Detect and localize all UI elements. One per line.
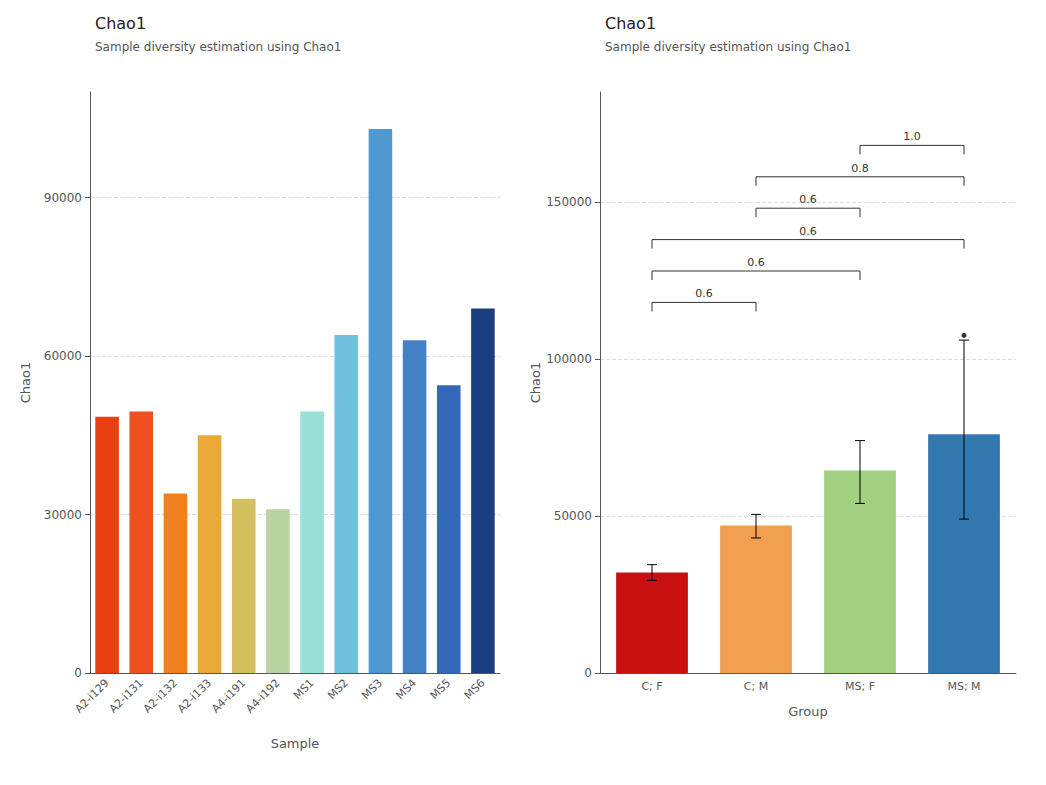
svg-text:Sample: Sample (271, 736, 320, 751)
svg-text:MS; F: MS; F (845, 680, 875, 693)
svg-text:A2-i131: A2-i131 (107, 676, 146, 715)
svg-text:Chao1: Chao1 (605, 14, 656, 33)
svg-text:100000: 100000 (546, 352, 592, 366)
svg-text:A4-i192: A4-i192 (243, 676, 282, 715)
svg-text:0.6: 0.6 (799, 193, 817, 206)
svg-text:A2-i133: A2-i133 (175, 676, 214, 715)
svg-text:MS6: MS6 (462, 676, 488, 702)
svg-text:A2-i132: A2-i132 (141, 676, 180, 715)
svg-text:MS3: MS3 (359, 676, 385, 702)
svg-text:1.0: 1.0 (903, 130, 921, 143)
svg-text:0: 0 (74, 666, 82, 680)
svg-text:0.6: 0.6 (799, 225, 817, 238)
svg-text:90000: 90000 (44, 191, 82, 205)
svg-text:MS; M: MS; M (947, 680, 980, 693)
svg-text:MS1: MS1 (291, 676, 317, 702)
svg-text:60000: 60000 (44, 349, 82, 363)
svg-text:C; M: C; M (744, 680, 768, 693)
svg-text:MS5: MS5 (428, 676, 454, 702)
svg-text:0.6: 0.6 (695, 287, 713, 300)
svg-text:A2-i129: A2-i129 (72, 676, 111, 715)
svg-text:A4-i191: A4-i191 (209, 676, 248, 715)
svg-text:0: 0 (584, 666, 592, 680)
svg-text:Sample diversity estimation us: Sample diversity estimation using Chao1 (605, 40, 851, 54)
svg-text:150000: 150000 (546, 195, 592, 209)
svg-text:Sample diversity estimation us: Sample diversity estimation using Chao1 (95, 40, 341, 54)
svg-text:MS2: MS2 (325, 676, 351, 702)
svg-text:MS4: MS4 (393, 676, 419, 702)
svg-text:Chao1: Chao1 (528, 362, 543, 404)
svg-text:30000: 30000 (44, 508, 82, 522)
svg-text:50000: 50000 (554, 509, 592, 523)
svg-text:Chao1: Chao1 (18, 362, 33, 404)
svg-text:0.8: 0.8 (851, 162, 869, 175)
svg-text:Group: Group (788, 704, 828, 719)
svg-text:0.6: 0.6 (747, 256, 765, 269)
svg-text:Chao1: Chao1 (95, 14, 146, 33)
svg-text:C; F: C; F (641, 680, 662, 693)
